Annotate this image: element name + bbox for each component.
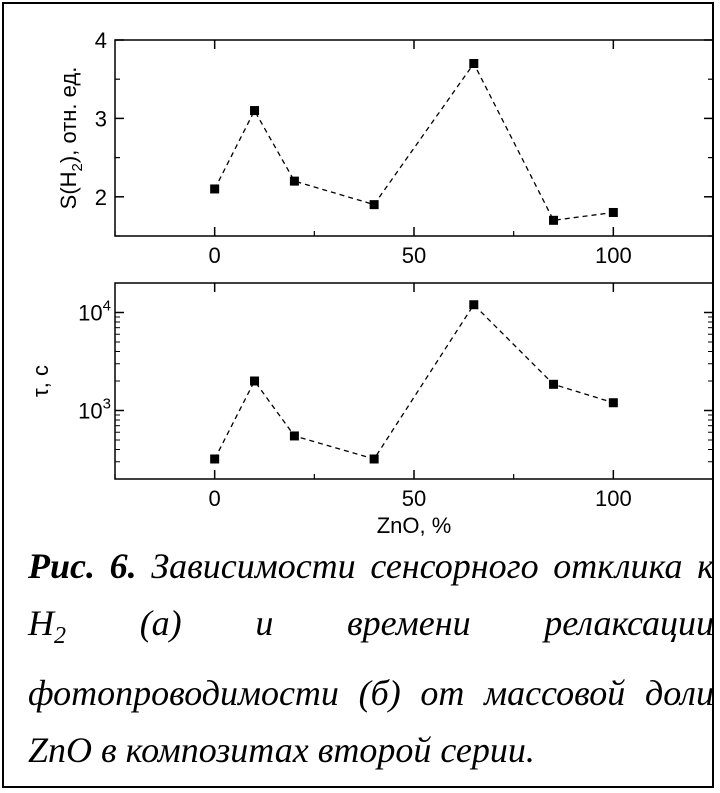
caption-label: Рис. 6. <box>28 546 137 586</box>
data-point <box>289 176 299 186</box>
y-axis-label-bottom: τ, с <box>28 365 53 397</box>
series-line-top <box>214 62 614 222</box>
series-markers-bottom <box>210 300 618 464</box>
caption-subscript: 2 <box>54 623 66 650</box>
y-tick-label: 3 <box>95 106 107 131</box>
y-tick-label: 104 <box>78 298 111 326</box>
data-point <box>469 59 479 69</box>
data-point <box>210 454 220 464</box>
caption-text-1: Зависимости сенсорного отклика к H <box>28 546 714 643</box>
x-ticks-top: 0 50 100 <box>114 40 714 268</box>
x-ticks-bottom: 0 50 100 <box>114 283 714 511</box>
chart-relaxation-time: 103 104 0 50 100 τ, с ZnO, % <box>28 282 714 538</box>
figure-caption: Рис. 6. Зависимости сенсорного отклика к… <box>28 538 714 779</box>
y-axis-label-top: S(H2), отн. ед. <box>56 67 86 210</box>
data-point <box>210 184 220 194</box>
x-tick-label: 0 <box>209 243 221 268</box>
y-tick-label: 2 <box>95 185 107 210</box>
x-axis-label-bottom: ZnO, % <box>377 513 452 538</box>
data-point <box>549 379 559 389</box>
y-ticks-bottom: 103 104 <box>78 282 713 480</box>
data-point <box>608 207 618 217</box>
plot-frame-top <box>114 39 714 237</box>
y-ticks-top: 2 3 4 <box>95 28 713 237</box>
data-point <box>608 398 618 408</box>
x-tick-label: 0 <box>209 486 221 511</box>
plot-frame-bottom <box>114 282 714 480</box>
x-tick-label: 50 <box>402 243 426 268</box>
charts-svg: 2 3 4 0 50 100 S(H2), отн. ед. 103 104 0 50 100… <box>28 28 714 538</box>
x-tick-label: 100 <box>595 243 632 268</box>
x-tick-label: 100 <box>595 486 632 511</box>
data-point <box>289 431 299 441</box>
data-point <box>250 376 260 386</box>
series-markers-top <box>210 59 618 225</box>
chart-sensor-response: 2 3 4 0 50 100 S(H2), отн. ед. <box>56 28 714 268</box>
data-point <box>369 200 379 210</box>
data-point <box>469 300 479 310</box>
data-point <box>369 454 379 464</box>
caption-text-2: (а) и времени релаксации фотопроводимост… <box>28 603 714 771</box>
y-tick-label: 4 <box>95 28 107 53</box>
data-point <box>549 215 559 225</box>
y-tick-label: 103 <box>78 396 111 424</box>
x-tick-label: 50 <box>402 486 426 511</box>
data-point <box>250 106 260 116</box>
